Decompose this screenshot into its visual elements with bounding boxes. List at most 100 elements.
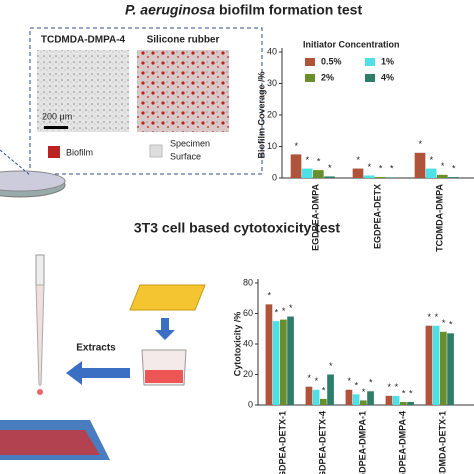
significance-marker: * bbox=[419, 139, 423, 149]
wells bbox=[0, 430, 100, 455]
bar bbox=[272, 321, 280, 405]
significance-marker: * bbox=[347, 376, 351, 386]
x-tick-label: EGDPEA-DMPA-4 bbox=[397, 411, 407, 474]
bar bbox=[400, 401, 407, 405]
y-tick-label: 0 bbox=[272, 172, 277, 182]
panel-label: Silicone rubber bbox=[147, 35, 220, 46]
disc bbox=[0, 170, 66, 192]
significance-marker: * bbox=[409, 388, 413, 398]
pipette bbox=[35, 254, 45, 286]
bar bbox=[437, 174, 448, 178]
bar bbox=[287, 316, 294, 405]
significance-marker: * bbox=[430, 155, 434, 165]
legend-label: Specimen bbox=[170, 138, 210, 148]
legend-swatch bbox=[149, 144, 163, 158]
significance-marker: * bbox=[355, 381, 359, 391]
legend-swatch bbox=[305, 58, 315, 66]
significance-marker: * bbox=[442, 318, 446, 328]
significance-marker: * bbox=[307, 373, 311, 383]
connector bbox=[0, 149, 31, 176]
x-tick-label: TCDMDA-DETX-1 bbox=[437, 411, 447, 474]
bar bbox=[345, 389, 353, 405]
arrow bbox=[66, 361, 130, 385]
significance-marker: * bbox=[402, 388, 406, 398]
x-tick-label: EGDPEA-DMPA bbox=[310, 184, 320, 251]
scale-bar-label: 200 μm bbox=[42, 111, 72, 121]
title: biofilm formation test bbox=[219, 2, 362, 18]
legend-title: Initiator Concentration bbox=[303, 39, 400, 49]
bar bbox=[407, 401, 414, 405]
bar bbox=[448, 177, 459, 178]
x-tick-label: EGDPEA-DETX bbox=[372, 184, 382, 249]
significance-marker: * bbox=[317, 157, 321, 167]
significance-marker: * bbox=[275, 308, 279, 318]
bar bbox=[425, 325, 433, 405]
extracts-label: Extracts bbox=[76, 343, 116, 354]
significance-marker: * bbox=[449, 320, 453, 330]
significance-marker: * bbox=[328, 163, 332, 173]
bar bbox=[440, 331, 447, 405]
significance-marker: * bbox=[379, 163, 383, 173]
significance-marker: * bbox=[441, 161, 445, 171]
significance-marker: * bbox=[329, 361, 333, 371]
significance-marker: * bbox=[369, 378, 373, 388]
significance-marker: * bbox=[452, 163, 456, 173]
significance-marker: * bbox=[357, 155, 361, 165]
title: 3T3 cell based cytotoxicity test bbox=[134, 220, 341, 236]
significance-marker: * bbox=[289, 303, 293, 313]
significance-marker: * bbox=[282, 306, 286, 316]
bar bbox=[324, 176, 335, 178]
x-tick-label: EGDPEA-DETX-4 bbox=[317, 411, 327, 474]
bar bbox=[327, 374, 334, 405]
dashed-box bbox=[29, 27, 263, 175]
significance-marker: * bbox=[395, 382, 399, 392]
y-tick-label: 0 bbox=[248, 399, 253, 409]
y-tick-label: 40 bbox=[267, 46, 277, 56]
bar bbox=[301, 168, 313, 178]
significance-marker: * bbox=[267, 291, 271, 301]
bar bbox=[320, 398, 327, 405]
bar bbox=[447, 333, 454, 405]
legend-label: 2% bbox=[321, 72, 334, 82]
bar bbox=[392, 395, 400, 405]
bar bbox=[363, 175, 375, 178]
bar bbox=[265, 304, 273, 405]
y-axis-label: Biofilm Coverage /% bbox=[256, 71, 266, 158]
legend-label: 1% bbox=[381, 56, 394, 66]
title-italic: P. aeruginosa bbox=[125, 2, 215, 18]
legend-swatch bbox=[365, 58, 375, 66]
y-tick-label: 40 bbox=[243, 338, 253, 348]
x-tick-label: EGDPEA-DMPA-1 bbox=[357, 411, 367, 474]
y-tick-label: 60 bbox=[243, 308, 253, 318]
bar bbox=[385, 395, 393, 405]
extract bbox=[145, 370, 183, 383]
bar bbox=[432, 325, 440, 405]
arrow bbox=[155, 318, 175, 340]
significance-marker: * bbox=[368, 162, 372, 172]
legend-swatch bbox=[305, 74, 315, 82]
bar bbox=[352, 394, 360, 405]
significance-marker: * bbox=[362, 387, 366, 397]
bar bbox=[313, 170, 324, 178]
pipette-tip bbox=[35, 284, 45, 386]
scale-bar bbox=[44, 126, 68, 129]
bar bbox=[367, 391, 374, 405]
legend-label: 4% bbox=[381, 72, 394, 82]
significance-marker: * bbox=[435, 312, 439, 322]
bar bbox=[386, 177, 397, 178]
micrograph bbox=[37, 50, 129, 132]
significance-marker: * bbox=[322, 385, 326, 395]
legend-label: Surface bbox=[170, 151, 201, 161]
bar bbox=[305, 386, 313, 405]
bar bbox=[375, 177, 386, 178]
bar bbox=[290, 154, 302, 178]
droplet bbox=[37, 389, 43, 395]
significance-marker: * bbox=[315, 376, 319, 386]
bar bbox=[352, 168, 364, 178]
significance-marker: * bbox=[427, 312, 431, 322]
legend-swatch bbox=[365, 74, 375, 82]
y-tick-label: 30 bbox=[267, 78, 277, 88]
significance-marker: * bbox=[295, 141, 299, 151]
micrograph bbox=[137, 50, 229, 132]
